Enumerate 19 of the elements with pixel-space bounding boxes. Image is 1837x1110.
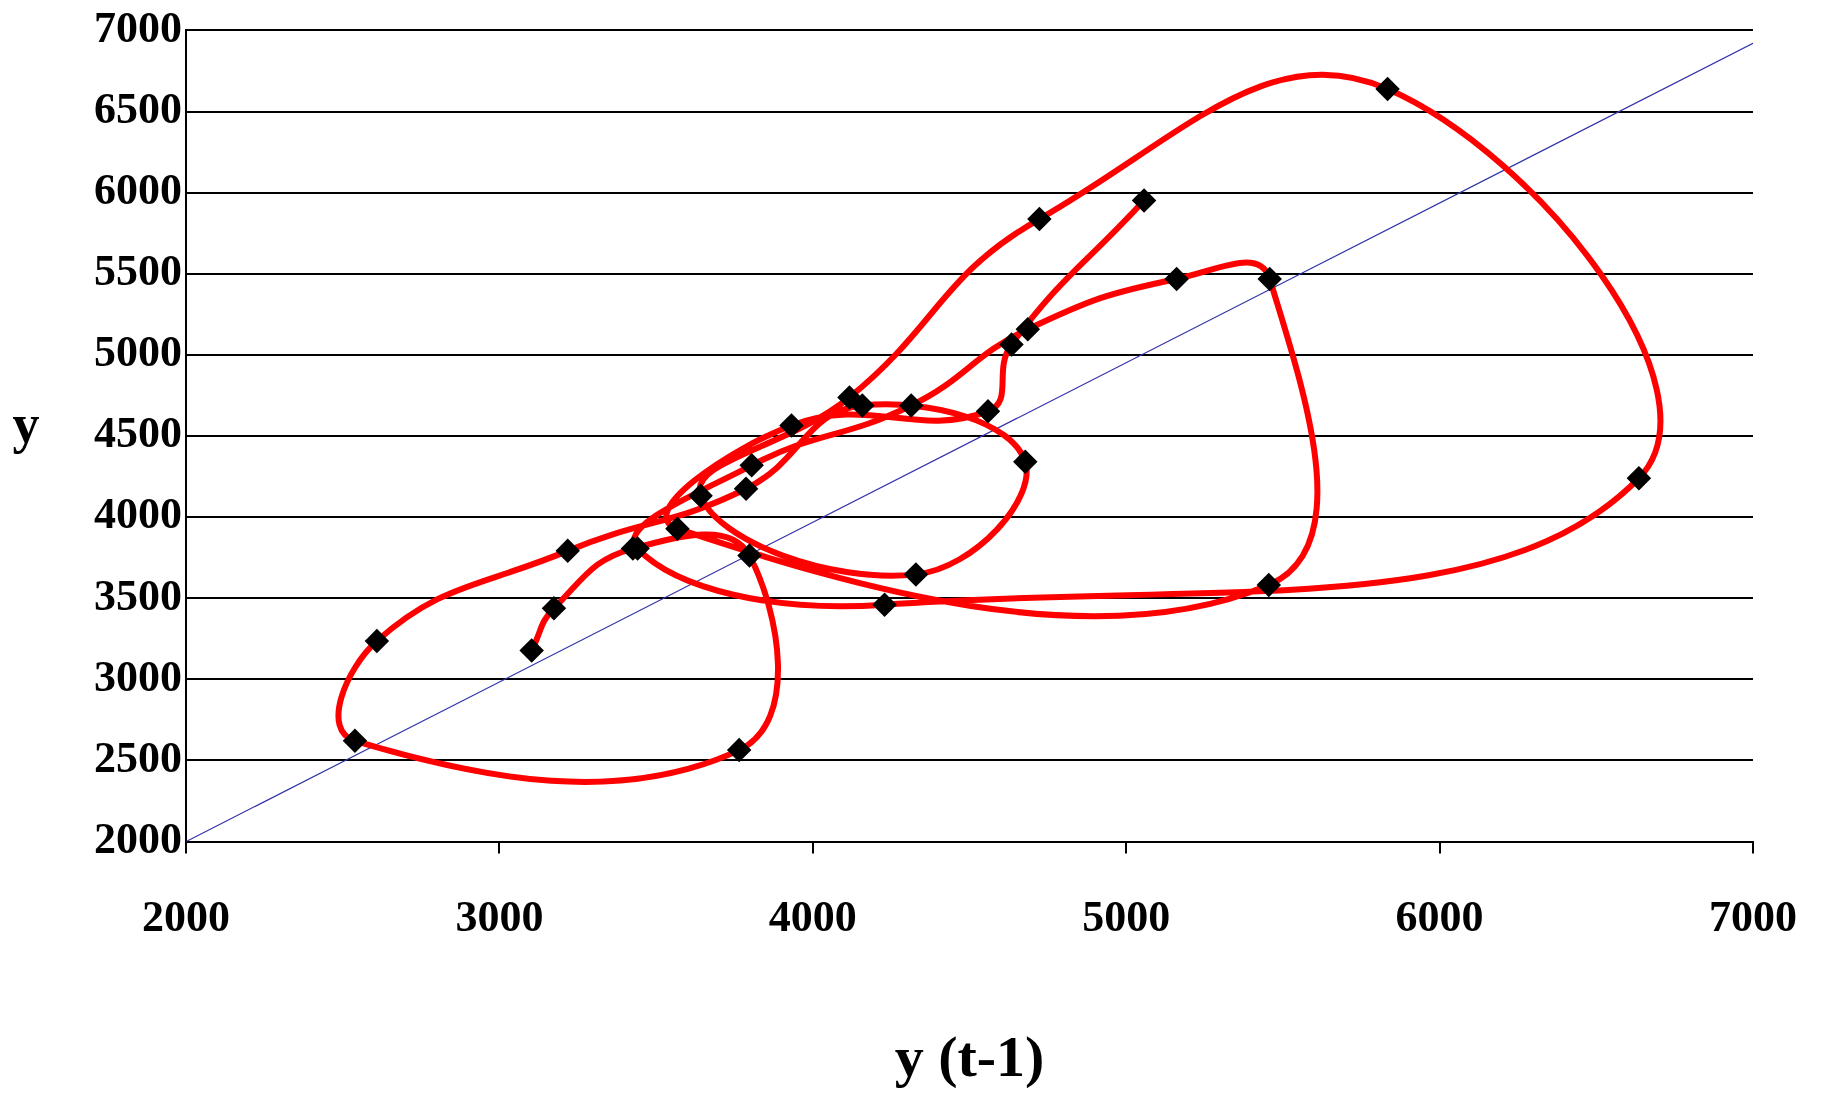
y-tick-label: 7000 xyxy=(94,2,182,52)
x-tick-label: 6000 xyxy=(1395,892,1484,942)
y-tick-label: 4500 xyxy=(94,408,182,458)
y-tick-label: 3000 xyxy=(94,651,182,701)
y-tick-label: 5500 xyxy=(94,246,182,296)
y-tick-label: 6500 xyxy=(94,83,182,133)
x-tick-label: 3000 xyxy=(455,892,544,942)
x-tick-label: 5000 xyxy=(1082,892,1171,942)
x-tick-label: 4000 xyxy=(768,892,857,942)
y-tick-label: 4000 xyxy=(94,489,182,539)
y-tick-label: 3500 xyxy=(94,570,182,620)
y-tick-label: 6000 xyxy=(94,165,182,214)
x-tick-label: 2000 xyxy=(142,892,230,942)
y-tick-label: 5000 xyxy=(94,327,182,377)
x-tick-label: 7000 xyxy=(1709,892,1797,942)
y-axis-title: y xyxy=(12,393,40,454)
y-tick-label: 2000 xyxy=(94,813,182,863)
x-axis-title: y (t-1) xyxy=(894,1024,1045,1090)
y-tick-label: 2500 xyxy=(94,732,182,782)
